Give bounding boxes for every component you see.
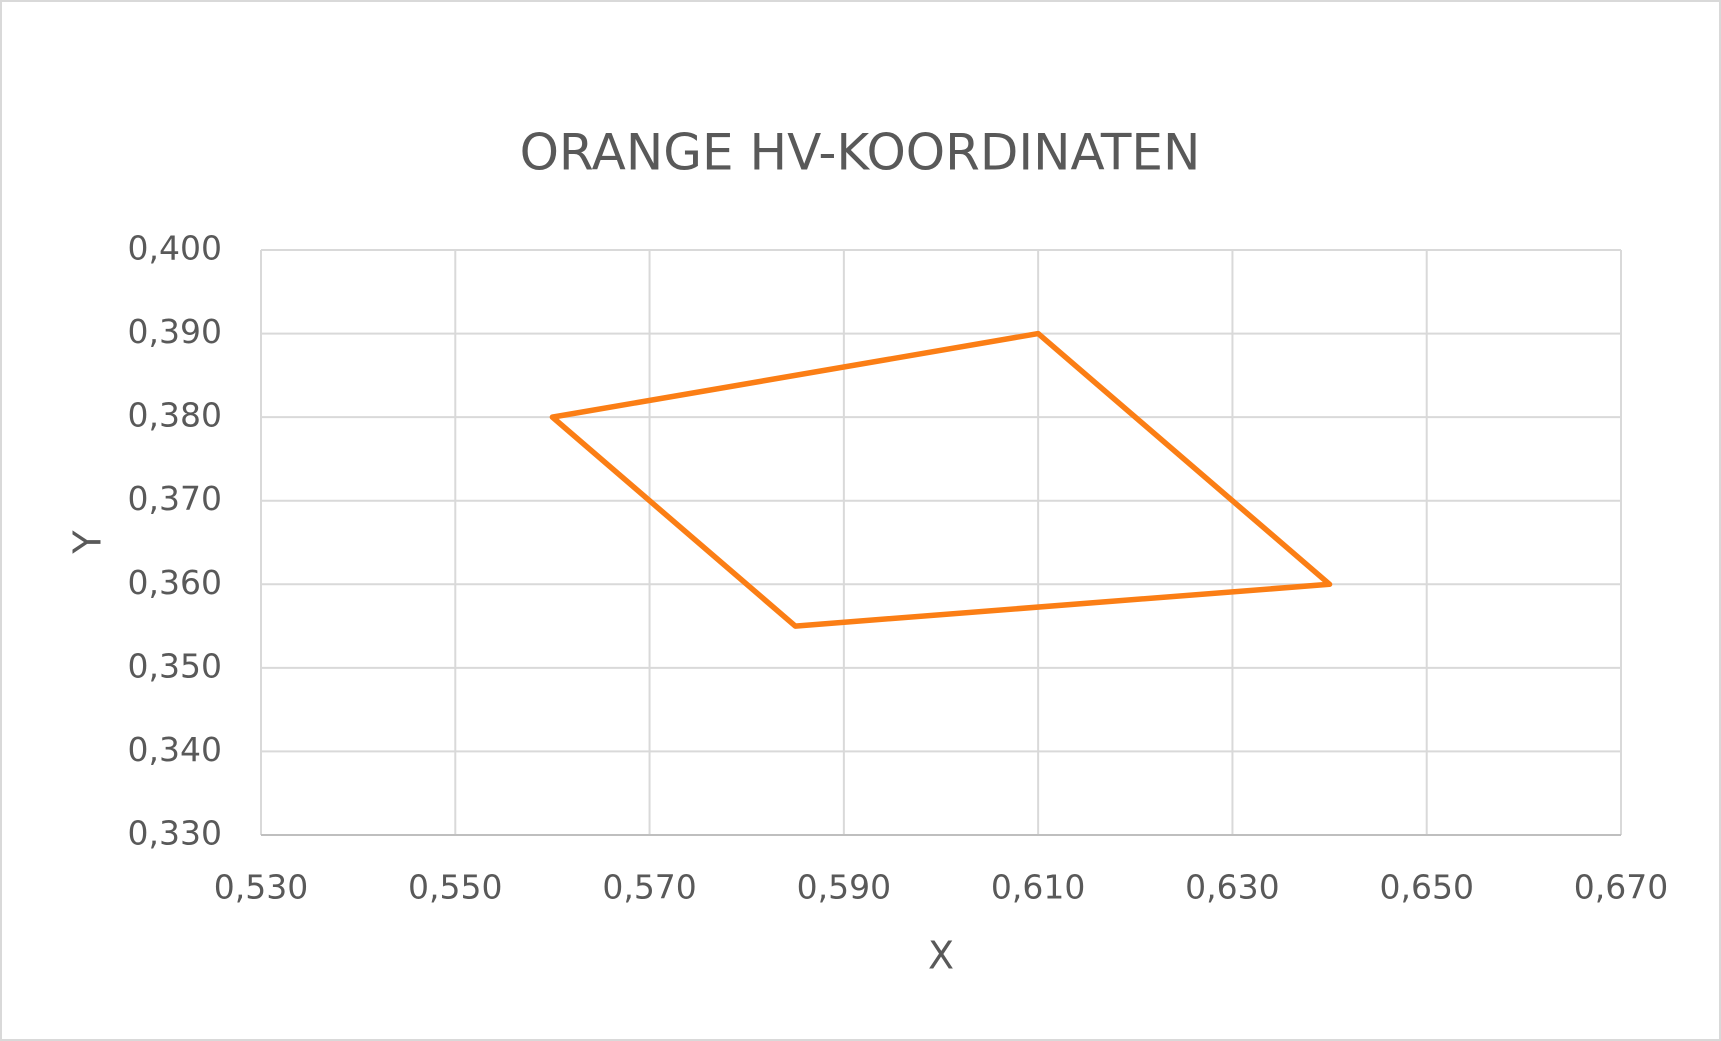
y-tick-label: 0,350: [128, 646, 222, 685]
y-axis-label: Y: [66, 530, 110, 555]
x-tick-label: 0,650: [1379, 868, 1473, 907]
series-line: [549, 330, 1333, 629]
x-axis-label: X: [928, 934, 954, 978]
x-tick-label: 0,550: [408, 868, 502, 907]
y-tick-label: 0,400: [128, 229, 222, 268]
y-tick-label: 0,360: [128, 563, 222, 602]
y-tick-label: 0,340: [128, 730, 222, 769]
y-tick-label: 0,370: [128, 479, 222, 518]
y-tick-label: 0,390: [128, 312, 222, 351]
x-tick-label: 0,610: [991, 868, 1085, 907]
x-tick-label: 0,630: [1185, 868, 1279, 907]
x-tick-label: 0,570: [602, 868, 696, 907]
y-tick-label: 0,380: [128, 396, 222, 435]
x-tick-label: 0,590: [797, 868, 891, 907]
x-tick-label: 0,530: [214, 868, 308, 907]
y-tick-label: 0,330: [128, 814, 222, 853]
chart-title: ORANGE HV-KOORDINATEN: [520, 124, 1201, 182]
x-tick-label: 0,670: [1574, 868, 1668, 907]
